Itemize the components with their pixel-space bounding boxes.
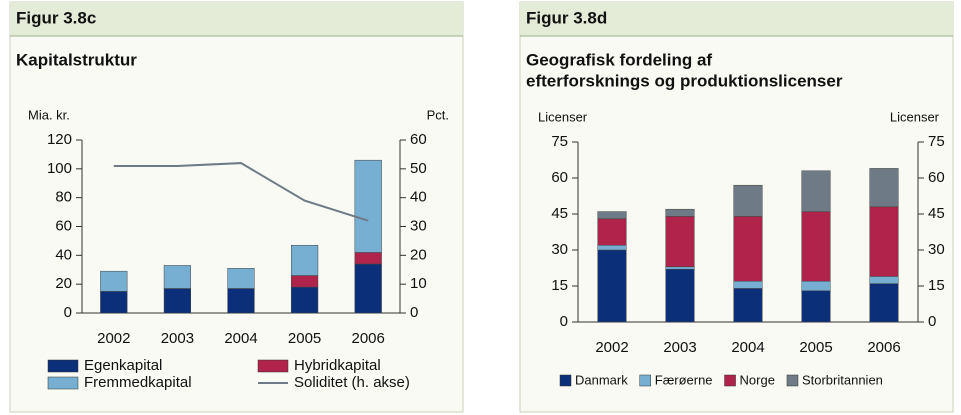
figure-label: Figur 3.8c bbox=[16, 8, 96, 27]
bar-segment bbox=[733, 280, 763, 289]
x-tick-label: 2002 bbox=[97, 330, 130, 347]
x-tick-label: 2006 bbox=[867, 339, 900, 356]
legend-label: Hybridkapital bbox=[294, 357, 381, 374]
bar-segment bbox=[869, 168, 899, 208]
legend-swatch bbox=[639, 374, 651, 387]
bar-segment bbox=[869, 283, 899, 323]
bar-segment bbox=[227, 268, 255, 289]
bar-segment bbox=[290, 275, 319, 288]
y-tick-label: 100 bbox=[47, 160, 72, 177]
y2-tick-label: 75 bbox=[928, 133, 945, 150]
panel-header bbox=[10, 2, 463, 36]
y2-tick-label: 0 bbox=[928, 313, 936, 330]
y2-tick-label: 60 bbox=[410, 131, 427, 148]
bar-segment bbox=[354, 252, 382, 265]
chart-title: Kapitalstruktur bbox=[16, 50, 137, 69]
y-tick-label: 0 bbox=[560, 313, 568, 330]
y2-tick-label: 40 bbox=[410, 189, 427, 206]
bar-segment bbox=[869, 276, 899, 284]
legend-swatch bbox=[257, 359, 289, 373]
x-tick-label: 2004 bbox=[224, 330, 257, 347]
y2-axis-label: Licenser bbox=[890, 109, 940, 124]
bar-segment bbox=[801, 290, 831, 323]
x-tick-label: 2002 bbox=[595, 339, 628, 356]
y-tick-label: 60 bbox=[55, 217, 72, 234]
legend-label: Egenkapital bbox=[84, 357, 162, 374]
bar-segment bbox=[354, 159, 382, 253]
bar-segment bbox=[665, 208, 695, 217]
chart-title: efterforsknings og produktionslicenser bbox=[526, 71, 843, 90]
y-tick-label: 15 bbox=[551, 277, 568, 294]
y-tick-label: 80 bbox=[55, 189, 72, 206]
y2-tick-label: 60 bbox=[928, 169, 945, 186]
legend-swatch bbox=[559, 374, 572, 387]
bar-segment bbox=[100, 291, 128, 314]
legend-label: Soliditet (h. akse) bbox=[294, 374, 410, 391]
bar-segment bbox=[869, 206, 899, 277]
bar-segment bbox=[354, 263, 382, 314]
figure-label: Figur 3.8d bbox=[526, 8, 607, 27]
y-tick-label: 120 bbox=[47, 131, 72, 148]
legend-label: Storbritannien bbox=[802, 372, 883, 387]
y2-tick-label: 45 bbox=[928, 205, 945, 222]
x-tick-label: 2005 bbox=[799, 339, 832, 356]
y2-tick-label: 50 bbox=[410, 160, 427, 177]
y-tick-label: 75 bbox=[551, 133, 568, 150]
x-tick-label: 2003 bbox=[663, 339, 696, 356]
line-series bbox=[113, 162, 369, 222]
x-tick-label: 2004 bbox=[731, 339, 764, 356]
y-tick-label: 0 bbox=[64, 304, 72, 321]
legend-swatch bbox=[786, 374, 799, 387]
legend-label: Danmark bbox=[575, 372, 628, 387]
y2-tick-label: 30 bbox=[928, 241, 945, 258]
bar-segment bbox=[290, 286, 319, 314]
bar-segment bbox=[733, 216, 763, 282]
chart-title: Geografisk fordeling af bbox=[526, 50, 712, 69]
x-tick-label: 2006 bbox=[352, 330, 385, 347]
panel bbox=[9, 1, 464, 413]
y-tick-label: 45 bbox=[551, 205, 568, 222]
legend-label: Fremmedkapital bbox=[84, 374, 192, 391]
bar-segment bbox=[801, 280, 831, 292]
bar-segment bbox=[665, 266, 695, 270]
panel-header bbox=[520, 2, 953, 36]
bar-segment bbox=[801, 170, 831, 212]
y2-tick-label: 15 bbox=[928, 277, 945, 294]
legend-swatch bbox=[47, 359, 79, 373]
bar-segment bbox=[665, 216, 695, 268]
bar-segment bbox=[597, 249, 627, 323]
bar-segment bbox=[163, 288, 192, 314]
bar-segment bbox=[801, 211, 831, 282]
bar-segment bbox=[665, 268, 695, 323]
y-axis-label: Mia. kr. bbox=[28, 107, 70, 122]
y-tick-label: 60 bbox=[551, 169, 568, 186]
y-tick-label: 40 bbox=[55, 246, 72, 263]
bar-segment bbox=[597, 218, 627, 246]
bar-segment bbox=[733, 184, 763, 217]
bar-segment bbox=[163, 265, 192, 289]
legend-swatch bbox=[47, 376, 79, 390]
bar-segment bbox=[733, 288, 763, 323]
x-tick-label: 2005 bbox=[288, 330, 321, 347]
y-tick-label: 20 bbox=[55, 275, 72, 292]
bar-segment bbox=[597, 244, 627, 251]
y2-tick-label: 10 bbox=[410, 275, 427, 292]
legend-label: Færøerne bbox=[655, 372, 713, 387]
y-axis-label: Licenser bbox=[538, 109, 588, 124]
legend-swatch bbox=[724, 374, 736, 387]
bar-segment bbox=[100, 270, 128, 292]
x-tick-label: 2003 bbox=[161, 330, 194, 347]
bar-segment bbox=[597, 211, 627, 220]
bar-segment bbox=[290, 244, 319, 276]
y2-tick-label: 0 bbox=[410, 304, 418, 321]
legend-label: Norge bbox=[740, 372, 775, 387]
y2-axis-label: Pct. bbox=[427, 107, 449, 122]
bar-segment bbox=[227, 288, 255, 314]
y2-tick-label: 30 bbox=[410, 217, 427, 234]
y2-tick-label: 20 bbox=[410, 246, 427, 263]
y-tick-label: 30 bbox=[551, 241, 568, 258]
